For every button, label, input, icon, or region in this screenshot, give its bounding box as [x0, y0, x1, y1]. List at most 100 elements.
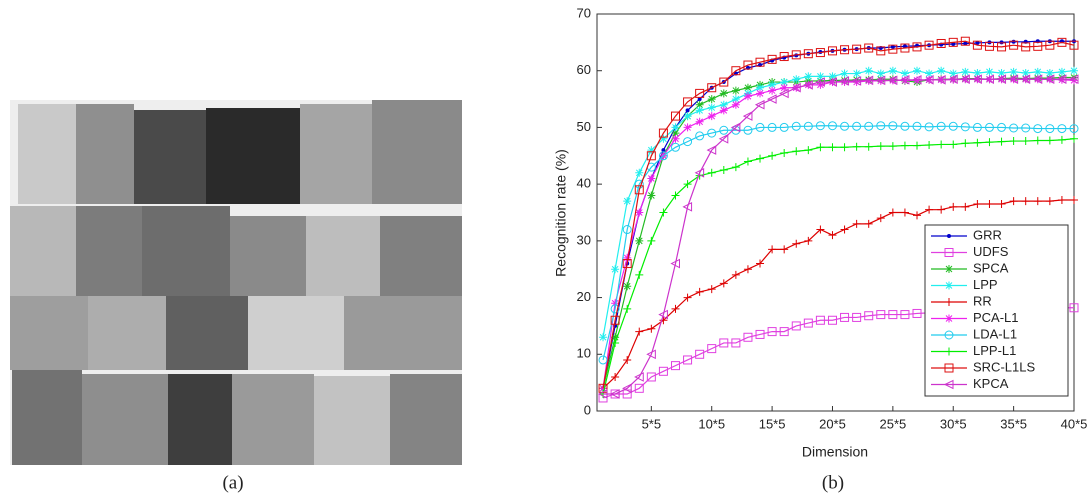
marker: [852, 219, 861, 228]
marker: [936, 74, 946, 85]
x-tick-label: 15*5: [759, 416, 786, 431]
marker: [803, 49, 813, 59]
marker: [1045, 197, 1054, 206]
marker: [1021, 123, 1031, 133]
tile: [206, 108, 300, 204]
legend-label: PCA-L1: [973, 310, 1019, 325]
marker: [731, 95, 740, 104]
legend-label: LPP-L1: [973, 343, 1016, 358]
marker: [659, 208, 668, 217]
marker: [611, 333, 620, 342]
x-tick-label: 35*5: [1000, 416, 1027, 431]
y-tick-label: 20: [577, 289, 591, 304]
marker: [635, 270, 644, 279]
tile: [314, 376, 390, 465]
marker: [973, 199, 982, 208]
marker: [863, 75, 874, 86]
marker: [961, 67, 970, 76]
marker: [997, 122, 1007, 132]
marker: [780, 83, 789, 92]
marker: [647, 146, 656, 155]
marker: [985, 199, 994, 208]
tile: [10, 296, 88, 370]
legend-label: LPP: [973, 277, 998, 292]
legend-marker: [945, 314, 953, 323]
legend-label: UDFS: [973, 244, 1009, 259]
series: [598, 36, 1079, 393]
marker: [622, 383, 632, 394]
marker: [960, 122, 970, 132]
marker: [610, 304, 620, 314]
marker: [864, 66, 873, 75]
marker: [923, 74, 934, 85]
marker: [852, 142, 861, 151]
marker: [973, 138, 982, 147]
marker: [646, 151, 656, 161]
marker: [1057, 67, 1066, 76]
marker: [912, 121, 922, 131]
marker: [707, 285, 716, 294]
marker: [852, 69, 861, 78]
marker: [791, 50, 801, 60]
marker: [743, 157, 752, 166]
marker: [840, 121, 850, 131]
marker: [706, 145, 717, 155]
marker: [827, 77, 837, 87]
marker: [803, 80, 813, 90]
marker: [1033, 67, 1042, 76]
series-line: [603, 78, 1074, 395]
marker: [719, 338, 729, 348]
marker: [888, 208, 897, 217]
marker: [658, 151, 668, 161]
marker: [960, 36, 970, 46]
marker: [791, 321, 801, 331]
marker: [815, 315, 825, 325]
marker: [707, 103, 716, 112]
marker: [695, 88, 705, 98]
marker: [634, 185, 644, 195]
marker: [767, 327, 777, 337]
marker: [900, 69, 909, 78]
marker: [840, 225, 849, 234]
marker: [913, 141, 922, 150]
marker: [1009, 67, 1018, 76]
legend-label: SPCA: [973, 260, 1009, 275]
legend-label: SRC-L1LS: [973, 359, 1035, 374]
marker: [936, 121, 946, 131]
marker: [1020, 74, 1031, 85]
marker: [840, 143, 849, 152]
marker: [1033, 197, 1042, 206]
marker: [658, 366, 668, 376]
marker: [659, 134, 668, 143]
marker: [695, 117, 704, 126]
marker: [803, 121, 813, 131]
marker: [743, 265, 752, 274]
marker: [949, 202, 958, 211]
marker: [900, 310, 910, 320]
marker: [997, 68, 1006, 77]
marker: [960, 74, 970, 85]
marker: [803, 318, 813, 328]
marker: [754, 99, 765, 110]
marker: [731, 270, 740, 279]
marker: [984, 122, 994, 132]
series-line: [602, 40, 1075, 389]
marker: [623, 197, 632, 206]
marker: [779, 88, 789, 99]
marker: [755, 57, 765, 67]
marker: [719, 279, 728, 288]
marker: [707, 344, 717, 354]
marker: [851, 76, 862, 86]
marker: [1009, 123, 1019, 133]
marker: [911, 74, 922, 85]
marker: [876, 69, 885, 78]
marker: [755, 122, 765, 132]
marker: [852, 44, 862, 54]
marker: [864, 121, 874, 131]
marker: [984, 74, 994, 85]
marker: [828, 143, 837, 152]
marker: [791, 121, 801, 131]
marker: [670, 142, 680, 152]
marker: [1032, 74, 1043, 85]
marker: [694, 167, 705, 178]
